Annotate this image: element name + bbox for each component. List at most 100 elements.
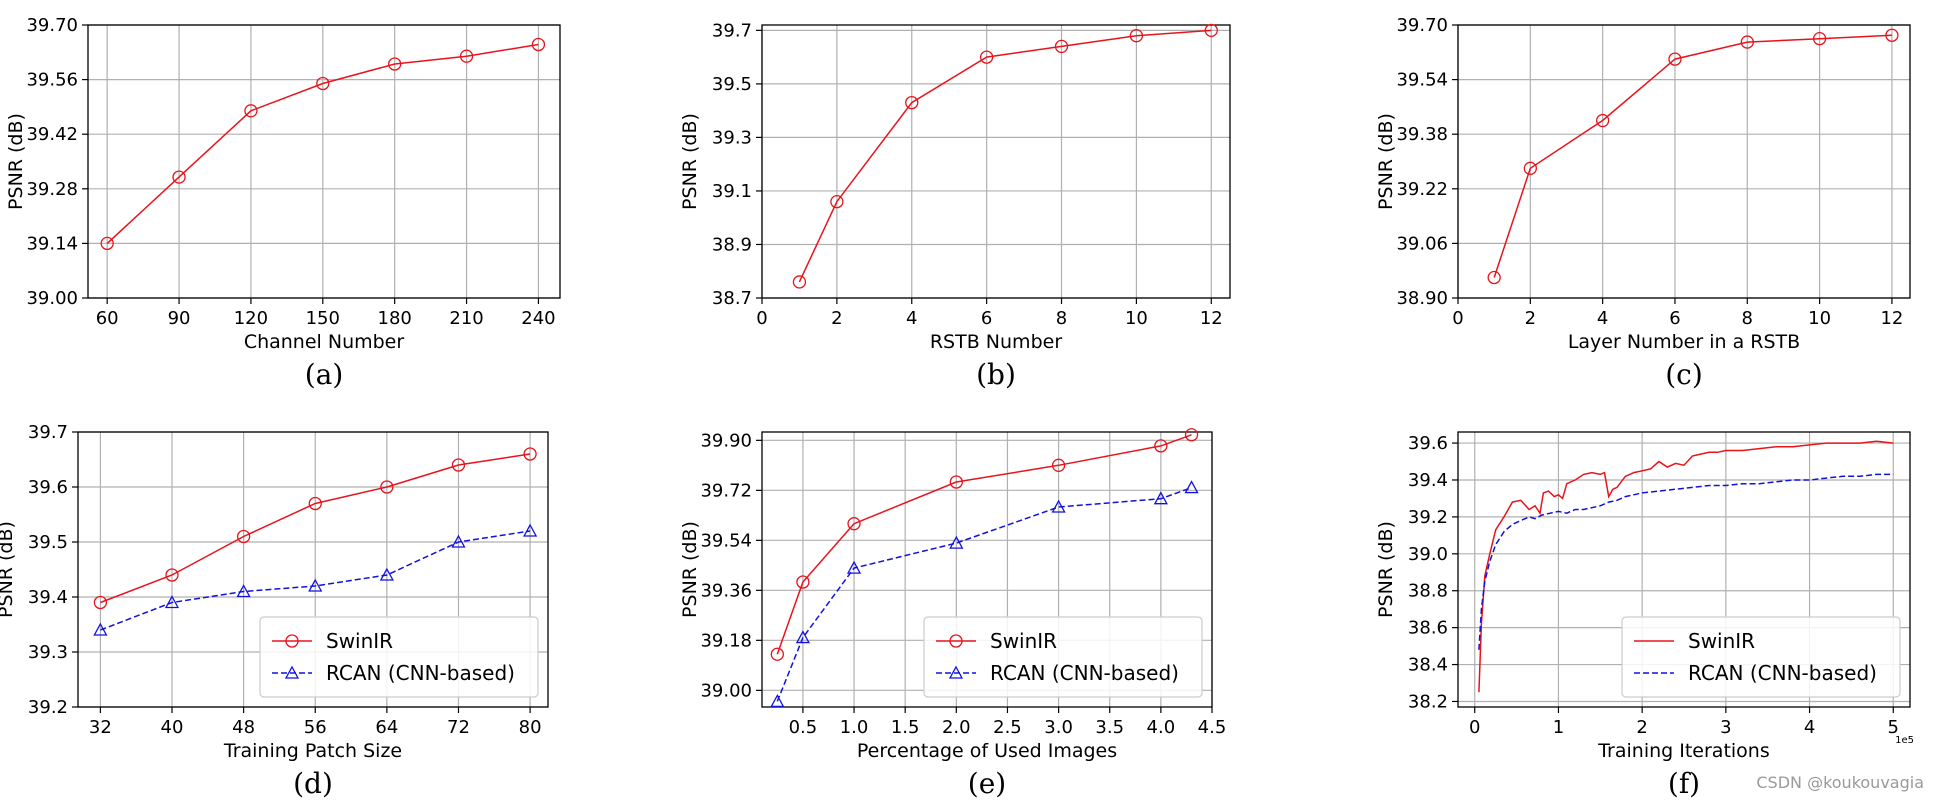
x-tick-label: 2: [831, 308, 842, 329]
x-tick-label: 4: [1597, 308, 1608, 329]
data-point: [792, 275, 807, 289]
data-point: [451, 534, 466, 548]
data-point: [164, 595, 180, 609]
x-tick-label: 1.0: [840, 717, 869, 738]
x-tick-label: 1.5: [891, 717, 920, 738]
y-tick-label: 39.00: [700, 680, 752, 701]
data-point: [1487, 270, 1501, 285]
y-axis-label: PSNR (dB): [0, 521, 17, 618]
panel-caption: (d): [293, 767, 333, 800]
y-tick-label: 39.42: [26, 124, 78, 145]
x-tick-label: 4: [906, 308, 917, 329]
y-tick-label: 39.7: [712, 20, 752, 41]
y-tick-label: 38.4: [1408, 655, 1448, 676]
y-axis-label: PSNR (dB): [1375, 113, 1397, 210]
y-tick-label: 39.54: [700, 530, 752, 551]
y-tick-label: 38.6: [1408, 618, 1448, 639]
x-tick-label: 0.5: [789, 717, 818, 738]
x-tick-label: 90: [168, 308, 191, 329]
x-axis-label: RSTB Number: [930, 331, 1062, 353]
x-tick-label: 8: [1742, 308, 1753, 329]
chart-panel-b: 0 2 4 6 8 10 12 38.7 38.9 39.1 39.3 39.5 39.7 RSTB Nu…: [679, 20, 1231, 391]
series-swinir: [93, 447, 537, 610]
x-offset-label: 1e5: [1895, 735, 1914, 746]
data-point: [1812, 32, 1827, 46]
x-tick-label: 4.5: [1198, 717, 1227, 738]
panel-caption: (a): [305, 358, 344, 391]
x-tick-label: 3.5: [1095, 717, 1124, 738]
x-tick-label: 3: [1720, 717, 1731, 738]
x-tick-label: 2.0: [942, 717, 971, 738]
series-line: [776, 434, 1192, 655]
y-tick-label: 39.28: [26, 179, 78, 200]
x-tick-label: 6: [1669, 308, 1680, 329]
series-swinir: [770, 428, 1199, 661]
y-tick-label: 39.5: [712, 74, 752, 95]
y-tick-label: 39.38: [1396, 124, 1448, 145]
x-tick-label: 210: [449, 308, 483, 329]
legend: SwinIR RCAN (CNN-based): [259, 616, 539, 698]
legend: SwinIR RCAN (CNN-based): [923, 616, 1203, 698]
x-tick-label: 48: [232, 717, 255, 738]
data-point: [380, 480, 394, 494]
data-point: [523, 447, 537, 461]
data-point: [244, 104, 258, 118]
legend-label: RCAN (CNN-based): [1688, 661, 1877, 685]
panel-caption: (c): [1665, 358, 1703, 391]
legend-marker: [948, 665, 964, 679]
chart-panel-c: 0 2 4 6 8 10 12 38.90 39.06 39.22 39.38 39.54 39.70 L…: [1375, 15, 1911, 391]
legend-label: SwinIR: [990, 629, 1057, 653]
data-point: [1184, 428, 1199, 442]
series-rcan-cnn-based: [1478, 473, 1894, 650]
x-tick-label: 32: [89, 717, 112, 738]
x-tick-label: 5: [1888, 717, 1899, 738]
y-tick-label: 39.90: [700, 430, 752, 451]
data-point: [316, 76, 330, 91]
y-tick-label: 39.36: [700, 580, 752, 601]
legend-label: SwinIR: [1688, 629, 1755, 653]
data-point: [523, 523, 538, 537]
x-tick-label: 0: [756, 308, 767, 329]
series-line: [1478, 440, 1894, 693]
series-line: [100, 530, 531, 631]
data-point: [1184, 480, 1199, 494]
legend-label: RCAN (CNN-based): [326, 661, 515, 685]
y-tick-label: 39.3: [28, 642, 68, 663]
y-tick-label: 39.4: [28, 587, 68, 608]
y-tick-label: 39.70: [1396, 15, 1448, 36]
data-point: [451, 458, 466, 472]
y-tick-label: 39.72: [700, 480, 752, 501]
legend-box: [259, 616, 539, 698]
y-tick-label: 39.06: [1396, 233, 1448, 254]
data-point: [847, 517, 861, 531]
y-tick-label: 39.56: [26, 70, 78, 91]
y-tick-label: 39.54: [1396, 70, 1448, 91]
series-rcan-cnn-based: [770, 480, 1199, 708]
data-point: [1051, 499, 1066, 513]
x-tick-label: 8: [1056, 308, 1067, 329]
y-tick-label: 39.6: [28, 477, 68, 498]
y-tick-label: 38.7: [712, 288, 752, 309]
data-point: [796, 575, 810, 589]
series-psnr: [1487, 28, 1899, 285]
x-tick-label: 56: [304, 717, 327, 738]
x-axis-label: Training Iterations: [1597, 740, 1770, 762]
y-tick-label: 39.0: [1408, 544, 1448, 565]
x-tick-label: 12: [1880, 308, 1903, 329]
y-tick-label: 39.3: [712, 127, 752, 148]
data-point: [905, 95, 919, 110]
panel-caption: (f): [1668, 767, 1700, 800]
x-tick-label: 2: [1636, 717, 1647, 738]
data-point: [1885, 28, 1899, 42]
series-line: [1493, 34, 1892, 278]
data-point: [1668, 52, 1682, 66]
x-tick-label: 180: [378, 308, 412, 329]
data-point: [979, 50, 994, 64]
data-point: [1051, 458, 1066, 472]
data-point: [1153, 491, 1168, 505]
x-tick-label: 0: [1452, 308, 1463, 329]
series-line: [1478, 473, 1894, 650]
x-tick-label: 10: [1125, 308, 1148, 329]
axes-frame: [87, 24, 561, 299]
series-line: [798, 29, 1212, 283]
